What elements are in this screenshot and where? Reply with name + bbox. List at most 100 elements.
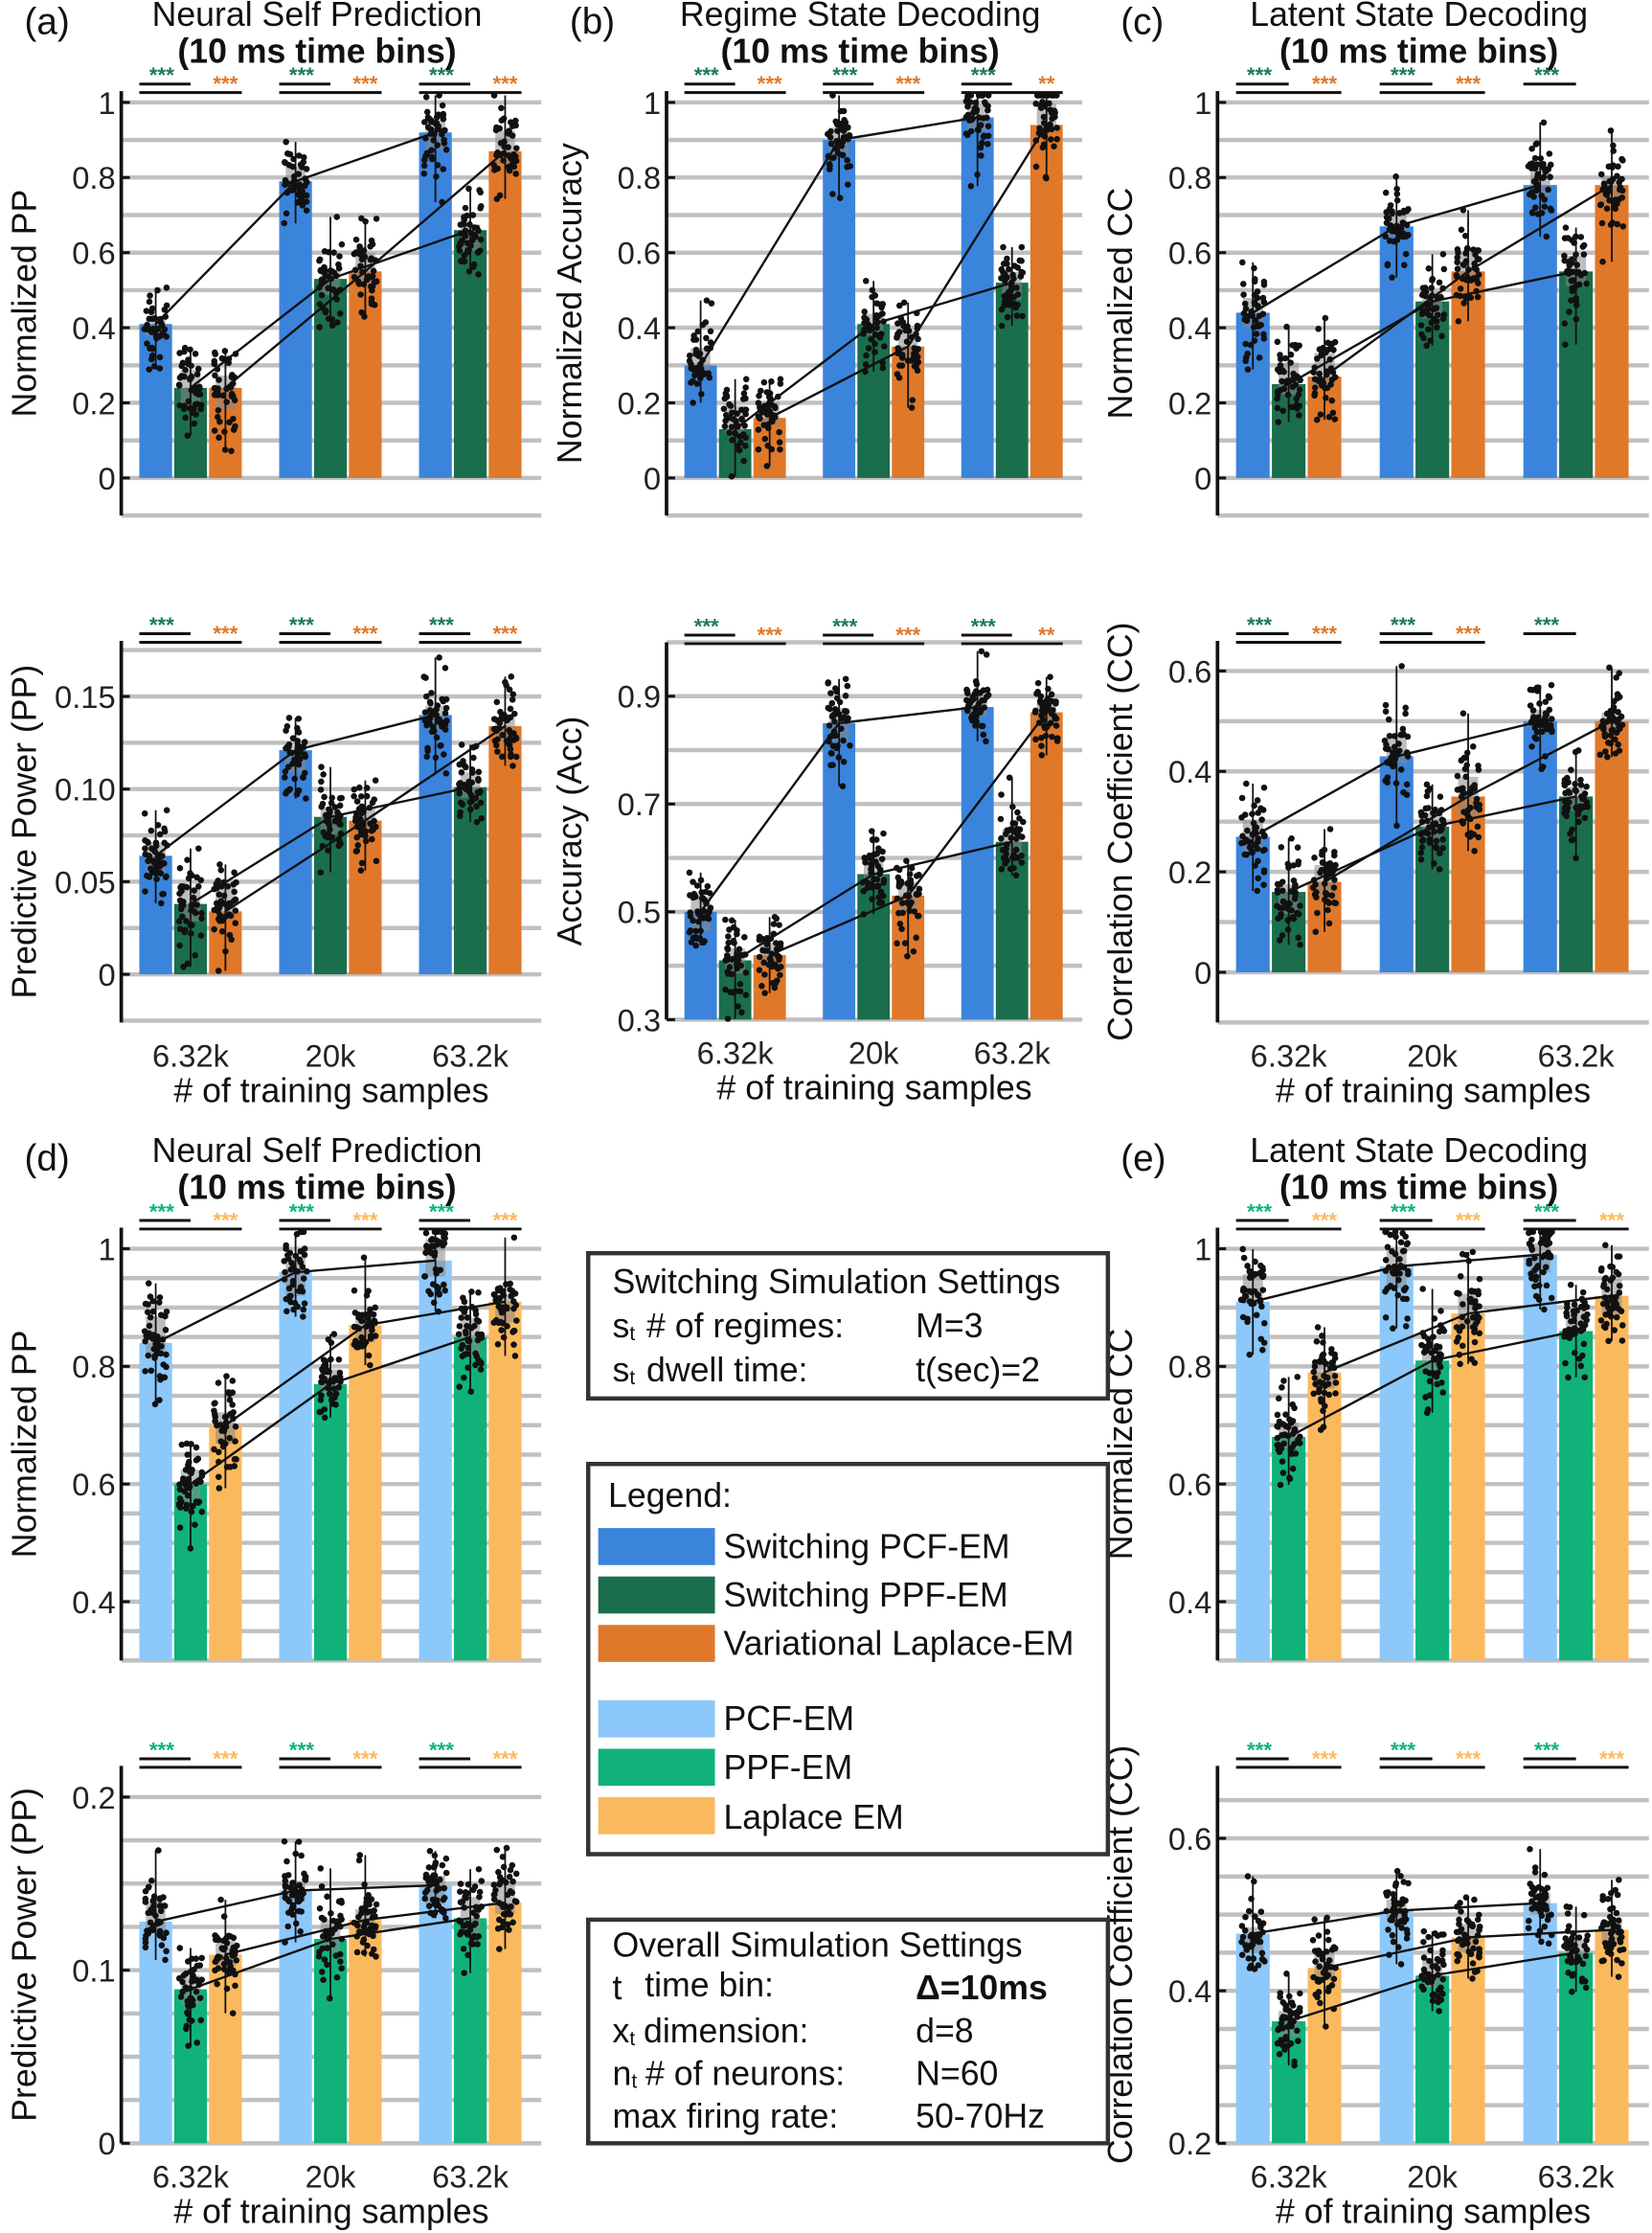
sample-dot: [1053, 125, 1061, 131]
sample-dot: [145, 1352, 152, 1359]
sample-dot: [1323, 2023, 1329, 2030]
sample-dot: [1564, 774, 1571, 782]
sample-dot: [728, 423, 735, 431]
sample-dot: [434, 142, 441, 148]
sample-dot: [198, 1954, 205, 1962]
sample-dot: [1574, 1953, 1581, 1960]
sample-dot: [1282, 2034, 1290, 2040]
sample-dot: [500, 115, 508, 123]
sample-dot: [690, 878, 696, 885]
sample-dot: [185, 356, 192, 363]
sig-stars-ppf: ***: [1247, 1200, 1272, 1224]
sample-dot: [421, 1895, 429, 1903]
sample-dot: [211, 357, 218, 365]
sig-stars-ppf: ***: [289, 63, 314, 87]
sample-dot: [1279, 878, 1286, 885]
sample-dot: [1391, 1896, 1397, 1903]
sample-dot: [862, 361, 870, 368]
sample-dot: [510, 1298, 517, 1305]
sample-dot: [1425, 1933, 1432, 1941]
sample-dot: [1393, 1867, 1401, 1875]
sample-dot: [1460, 710, 1467, 717]
sample-dot: [1435, 311, 1441, 319]
sample-dot: [510, 1327, 518, 1334]
sig-stars-laplace: ***: [213, 622, 238, 646]
sample-dot: [734, 950, 740, 958]
sample-dot: [742, 991, 750, 998]
sample-dot: [423, 753, 431, 761]
sample-dot: [827, 749, 835, 757]
sample-dot: [1469, 1975, 1476, 1982]
sample-dot: [1527, 1880, 1533, 1887]
sample-dot: [373, 278, 380, 285]
sample-dot: [179, 1475, 187, 1482]
x-tick-label: 63.2k: [432, 2158, 509, 2194]
sample-dot: [289, 735, 297, 741]
sample-dot: [755, 399, 762, 406]
settings-value-time-bin: Δ=10ms: [916, 1969, 1048, 2007]
sample-dot: [142, 888, 148, 895]
sample-dot: [464, 1322, 470, 1330]
sample-dot: [326, 1390, 333, 1398]
sample-dot: [195, 883, 202, 890]
sample-dot: [1053, 135, 1060, 143]
sample-dot: [1618, 194, 1626, 201]
sample-dot: [865, 345, 872, 352]
sample-dot: [724, 1015, 732, 1022]
sample-dot: [215, 1448, 222, 1456]
sig-stars-laplace: ***: [492, 1746, 517, 1770]
sample-dot: [1461, 232, 1469, 239]
sample-dot: [441, 751, 447, 758]
sig-stars-laplace: ***: [213, 1208, 238, 1232]
sample-dot: [459, 237, 465, 244]
sample-dot: [470, 261, 478, 268]
sample-dot: [422, 1229, 430, 1237]
sample-dot: [1385, 1926, 1392, 1933]
sample-dot: [1426, 1957, 1433, 1965]
sample-dot: [898, 900, 906, 906]
y-tick-label: 0.8: [1168, 160, 1211, 195]
sample-dot: [1260, 867, 1268, 874]
sample-dot: [836, 194, 844, 201]
sample-dot: [361, 253, 369, 261]
sample-dot: [845, 181, 851, 188]
sample-dot: [176, 1945, 184, 1951]
bar-pcf-em-20k: [279, 1272, 312, 1661]
sample-dot: [318, 778, 325, 786]
sample-dot: [475, 768, 483, 776]
sample-dot: [1395, 741, 1402, 747]
sample-dot: [1469, 1960, 1477, 1967]
sample-dot: [1573, 315, 1580, 323]
sample-dot: [1325, 414, 1333, 421]
sample-dot: [984, 686, 991, 694]
bar-variational-laplace-em-63.2k: [1030, 712, 1063, 1020]
sample-dot: [373, 216, 380, 222]
sig-stars-ppf: ***: [149, 1200, 174, 1224]
sample-dot: [510, 1341, 517, 1348]
legend-label: PCF-EM: [723, 1699, 854, 1738]
sample-dot: [756, 392, 762, 399]
trend-line: [224, 1300, 506, 1426]
sample-dot: [756, 933, 763, 941]
sample-dot: [371, 796, 378, 803]
sample-dot: [1288, 835, 1295, 842]
sample-dot: [157, 1350, 165, 1357]
sample-dot: [198, 909, 205, 917]
sample-dot: [1331, 1373, 1339, 1379]
sample-dot: [1282, 1411, 1289, 1418]
sample-dot: [911, 908, 918, 915]
sample-dot: [1042, 173, 1050, 181]
sample-dot: [318, 1914, 326, 1922]
sample-dot: [1548, 681, 1555, 689]
sample-dot: [162, 1956, 169, 1964]
sample-dot: [442, 770, 450, 777]
sample-dot: [871, 349, 878, 355]
sample-dot: [1548, 721, 1554, 729]
sample-dot: [972, 677, 980, 685]
sig-stars-laplace: ***: [1312, 1208, 1337, 1232]
sample-dot: [1600, 1919, 1608, 1925]
sample-dot: [1311, 384, 1319, 391]
sample-dot: [734, 961, 740, 968]
sample-dot: [233, 878, 239, 886]
sample-dot: [158, 900, 165, 907]
